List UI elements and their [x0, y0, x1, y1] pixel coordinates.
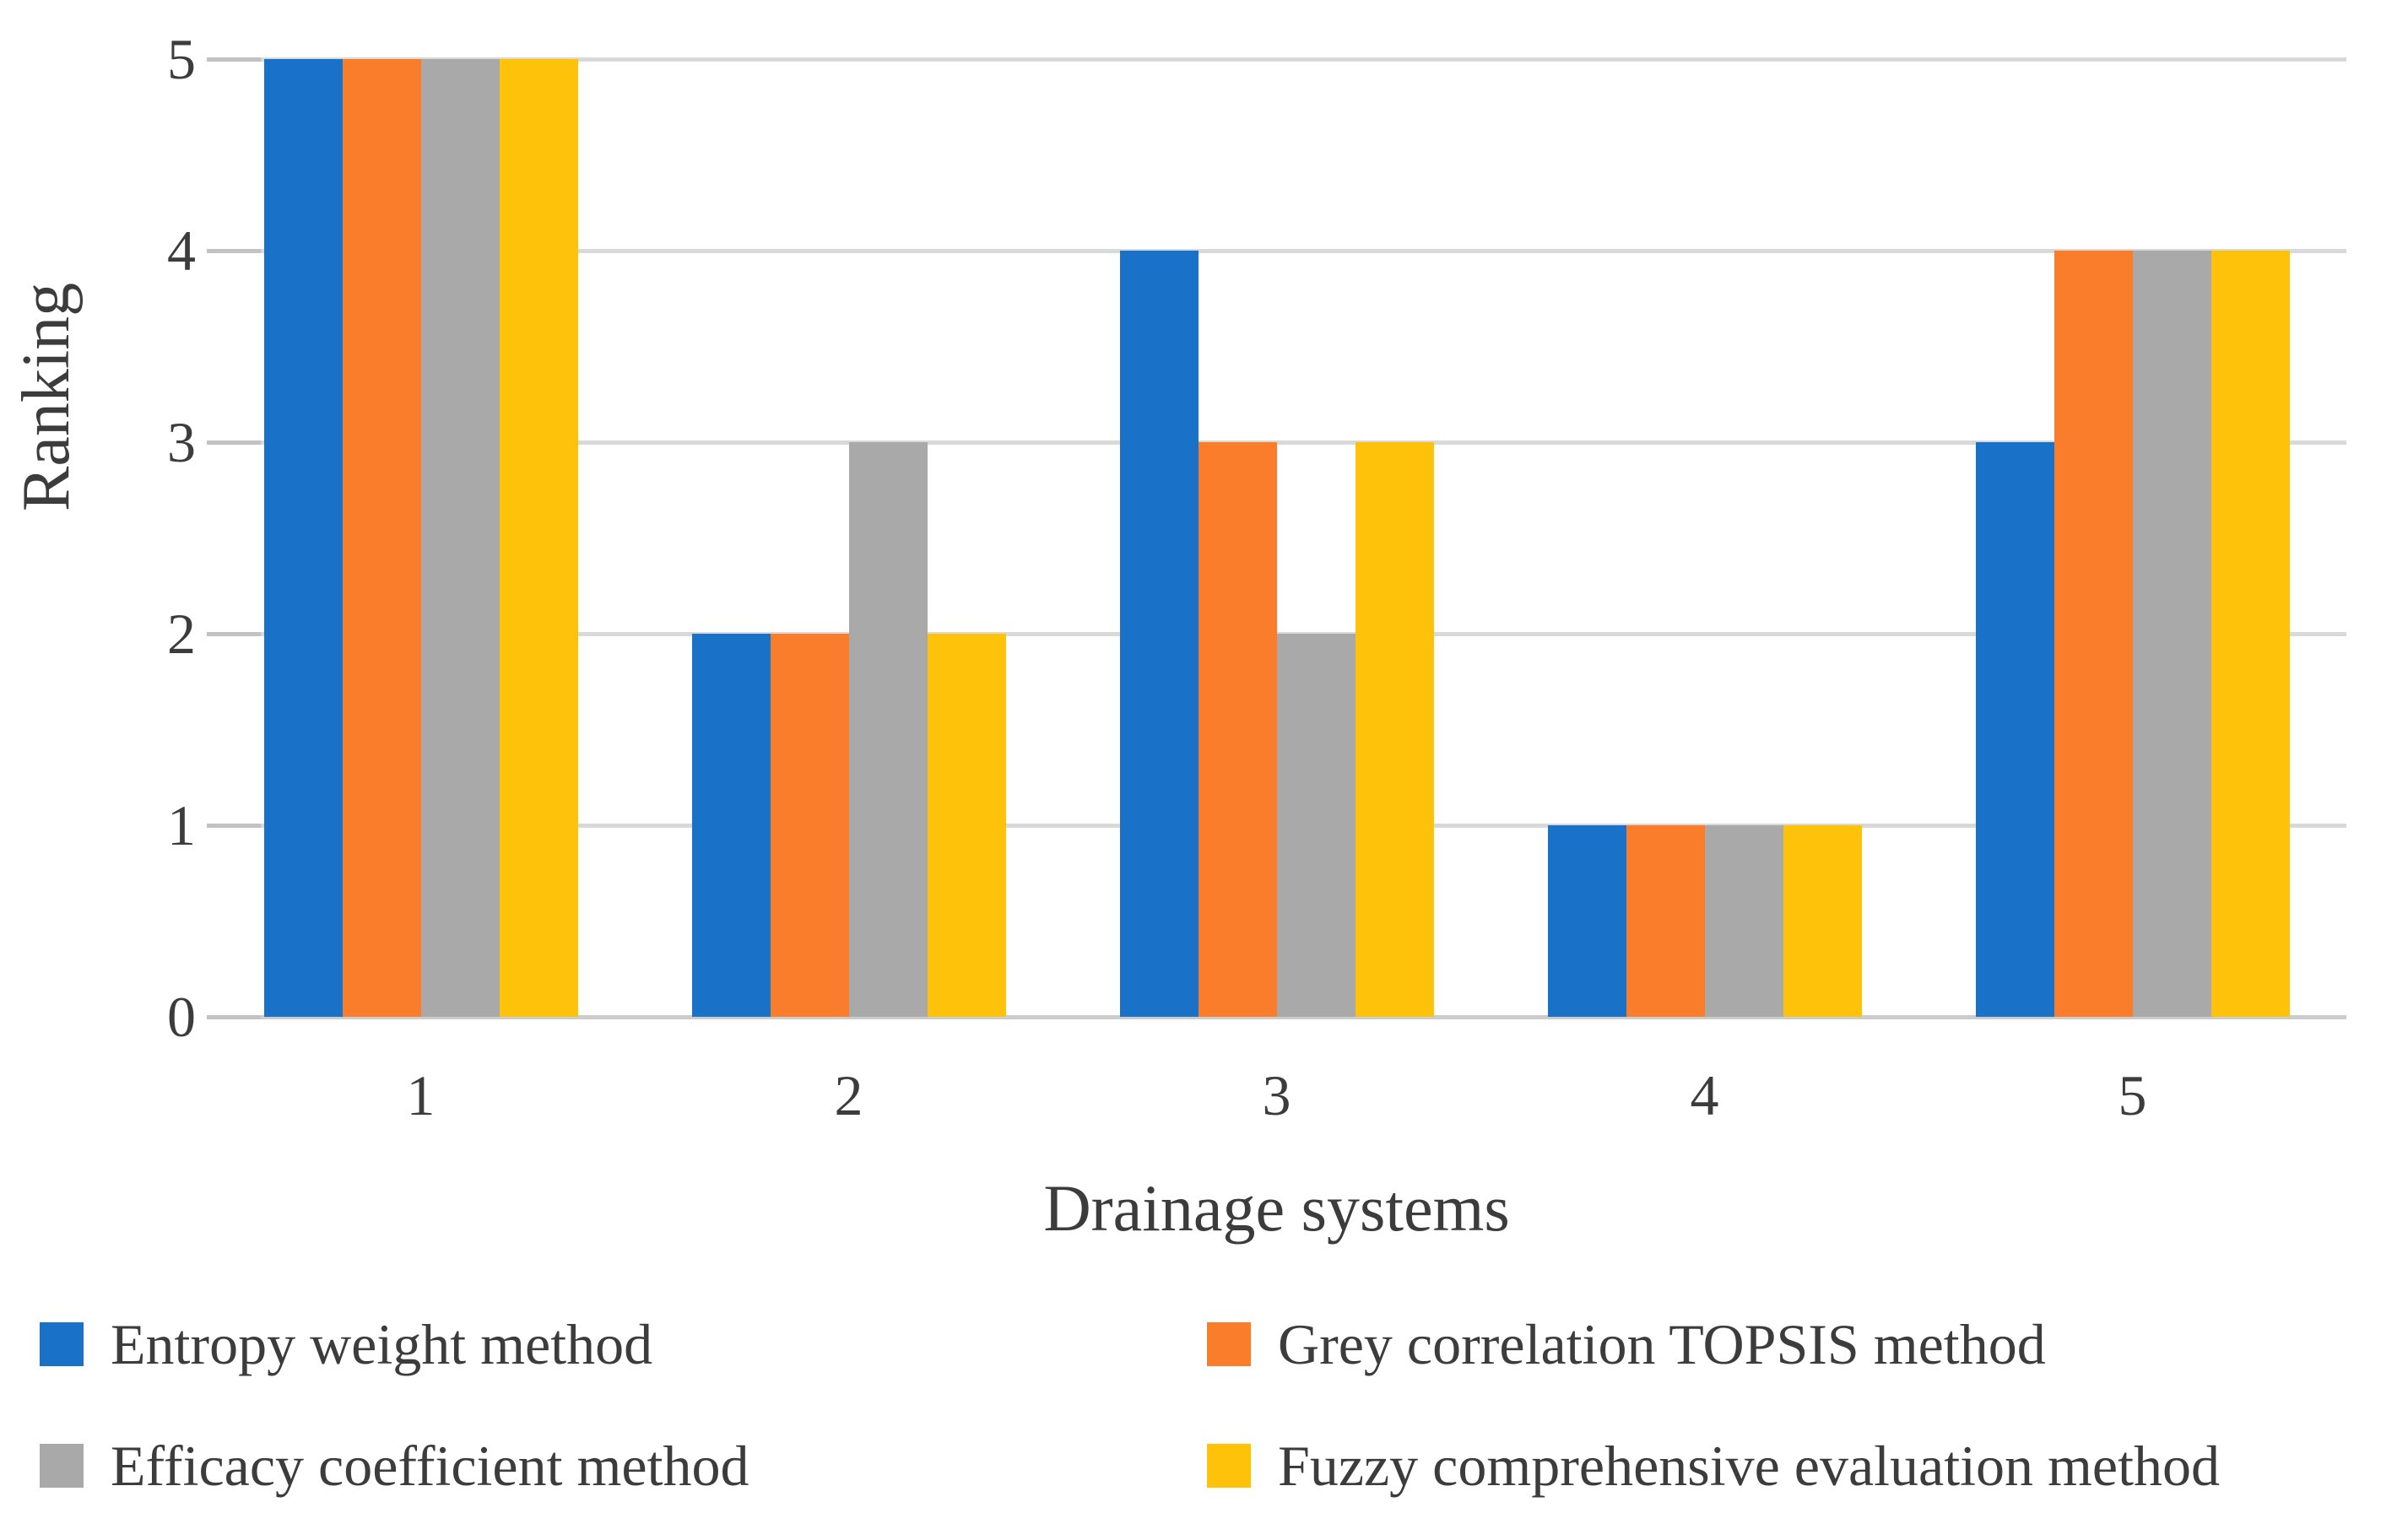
legend-swatch-icon: [1207, 1444, 1251, 1488]
y-tick-label-1: 1: [167, 793, 196, 857]
legend-label: Grey correlation TOPSIS method: [1278, 1311, 2046, 1376]
y-tickmark-1: [207, 824, 261, 828]
plot-area: [207, 57, 2346, 1019]
chart-legend: Entropy weight method Grey correlation TO…: [40, 1304, 2386, 1506]
bar-grey-correlation-topsis-method-cat2: [770, 634, 849, 1017]
bar-group-3: [1063, 59, 1491, 1017]
bar-fuzzy-comprehensive-evaluation-method-cat4: [1783, 825, 1862, 1017]
bar-efficacy-coefficient-method-cat3: [1276, 634, 1356, 1017]
gridline-y0: [207, 1015, 2346, 1019]
bar-group-4: [1491, 59, 1918, 1017]
x-axis-title: Drainage systems: [1043, 1171, 1510, 1245]
y-tick-label-3: 3: [167, 410, 196, 474]
bar-group-2: [635, 59, 1063, 1017]
bar-efficacy-coefficient-method-cat1: [420, 59, 500, 1017]
bar-fuzzy-comprehensive-evaluation-method-cat2: [927, 634, 1006, 1017]
legend-item-fuzzy-comprehensive-evaluation-method: Fuzzy comprehensive evaluation method: [1207, 1425, 2386, 1506]
y-tickmark-3: [207, 440, 261, 445]
legend-item-efficacy-coefficient-method: Efficacy coefficient method: [40, 1425, 1207, 1506]
legend-swatch-icon: [40, 1444, 84, 1488]
bar-grey-correlation-topsis-method-cat4: [1626, 825, 1705, 1017]
bar-fuzzy-comprehensive-evaluation-method-cat5: [2210, 251, 2290, 1017]
bar-efficacy-coefficient-method-cat2: [848, 442, 928, 1017]
bar-efficacy-coefficient-method-cat4: [1704, 825, 1783, 1017]
y-tick-label-2: 2: [167, 602, 196, 666]
bar-entropy-weight-method-cat4: [1547, 825, 1626, 1017]
x-tick-label-4: 4: [1690, 1063, 1719, 1127]
legend-swatch-icon: [40, 1322, 84, 1366]
bar-efficacy-coefficient-method-cat5: [2132, 251, 2211, 1017]
bar-group-5: [1918, 59, 2346, 1017]
bar-entropy-weight-method-cat2: [691, 634, 771, 1017]
legend-label: Entropy weight method: [111, 1311, 653, 1376]
gridline-y3: [207, 440, 2346, 445]
legend-swatch-icon: [1207, 1322, 1251, 1366]
bar-entropy-weight-method-cat1: [263, 59, 343, 1017]
y-tick-label-0: 0: [167, 985, 196, 1049]
x-tick-label-3: 3: [1262, 1063, 1291, 1127]
bar-entropy-weight-method-cat3: [1119, 251, 1199, 1017]
y-tick-label-5: 5: [167, 27, 196, 91]
bar-grey-correlation-topsis-method-cat3: [1198, 442, 1277, 1017]
bar-fuzzy-comprehensive-evaluation-method-cat3: [1355, 442, 1434, 1017]
y-tickmark-4: [207, 249, 261, 253]
legend-label: Fuzzy comprehensive evaluation method: [1278, 1433, 2220, 1498]
x-axis-tick-labels: 1 2 3 4 5: [207, 1053, 2346, 1137]
bar-group-1: [207, 59, 635, 1017]
legend-item-grey-correlation-topsis-method: Grey correlation TOPSIS method: [1207, 1304, 2386, 1385]
bar-entropy-weight-method-cat5: [1975, 442, 2054, 1017]
x-tick-label-5: 5: [2118, 1063, 2147, 1127]
gridline-y4: [207, 249, 2346, 253]
y-tickmark-5: [207, 57, 261, 62]
bar-groups: [207, 59, 2346, 1017]
gridline-y5: [207, 57, 2346, 62]
y-tickmark-2: [207, 632, 261, 636]
y-tick-label-4: 4: [167, 219, 196, 283]
x-tick-label-1: 1: [406, 1063, 436, 1127]
bar-grey-correlation-topsis-method-cat1: [342, 59, 421, 1017]
bar-fuzzy-comprehensive-evaluation-method-cat1: [499, 59, 578, 1017]
y-tickmark-0: [207, 1015, 261, 1019]
legend-label: Efficacy coefficient method: [111, 1433, 749, 1498]
x-tick-label-2: 2: [834, 1063, 863, 1127]
bar-grey-correlation-topsis-method-cat5: [2054, 251, 2133, 1017]
legend-item-entropy-weight-method: Entropy weight method: [40, 1304, 1207, 1385]
